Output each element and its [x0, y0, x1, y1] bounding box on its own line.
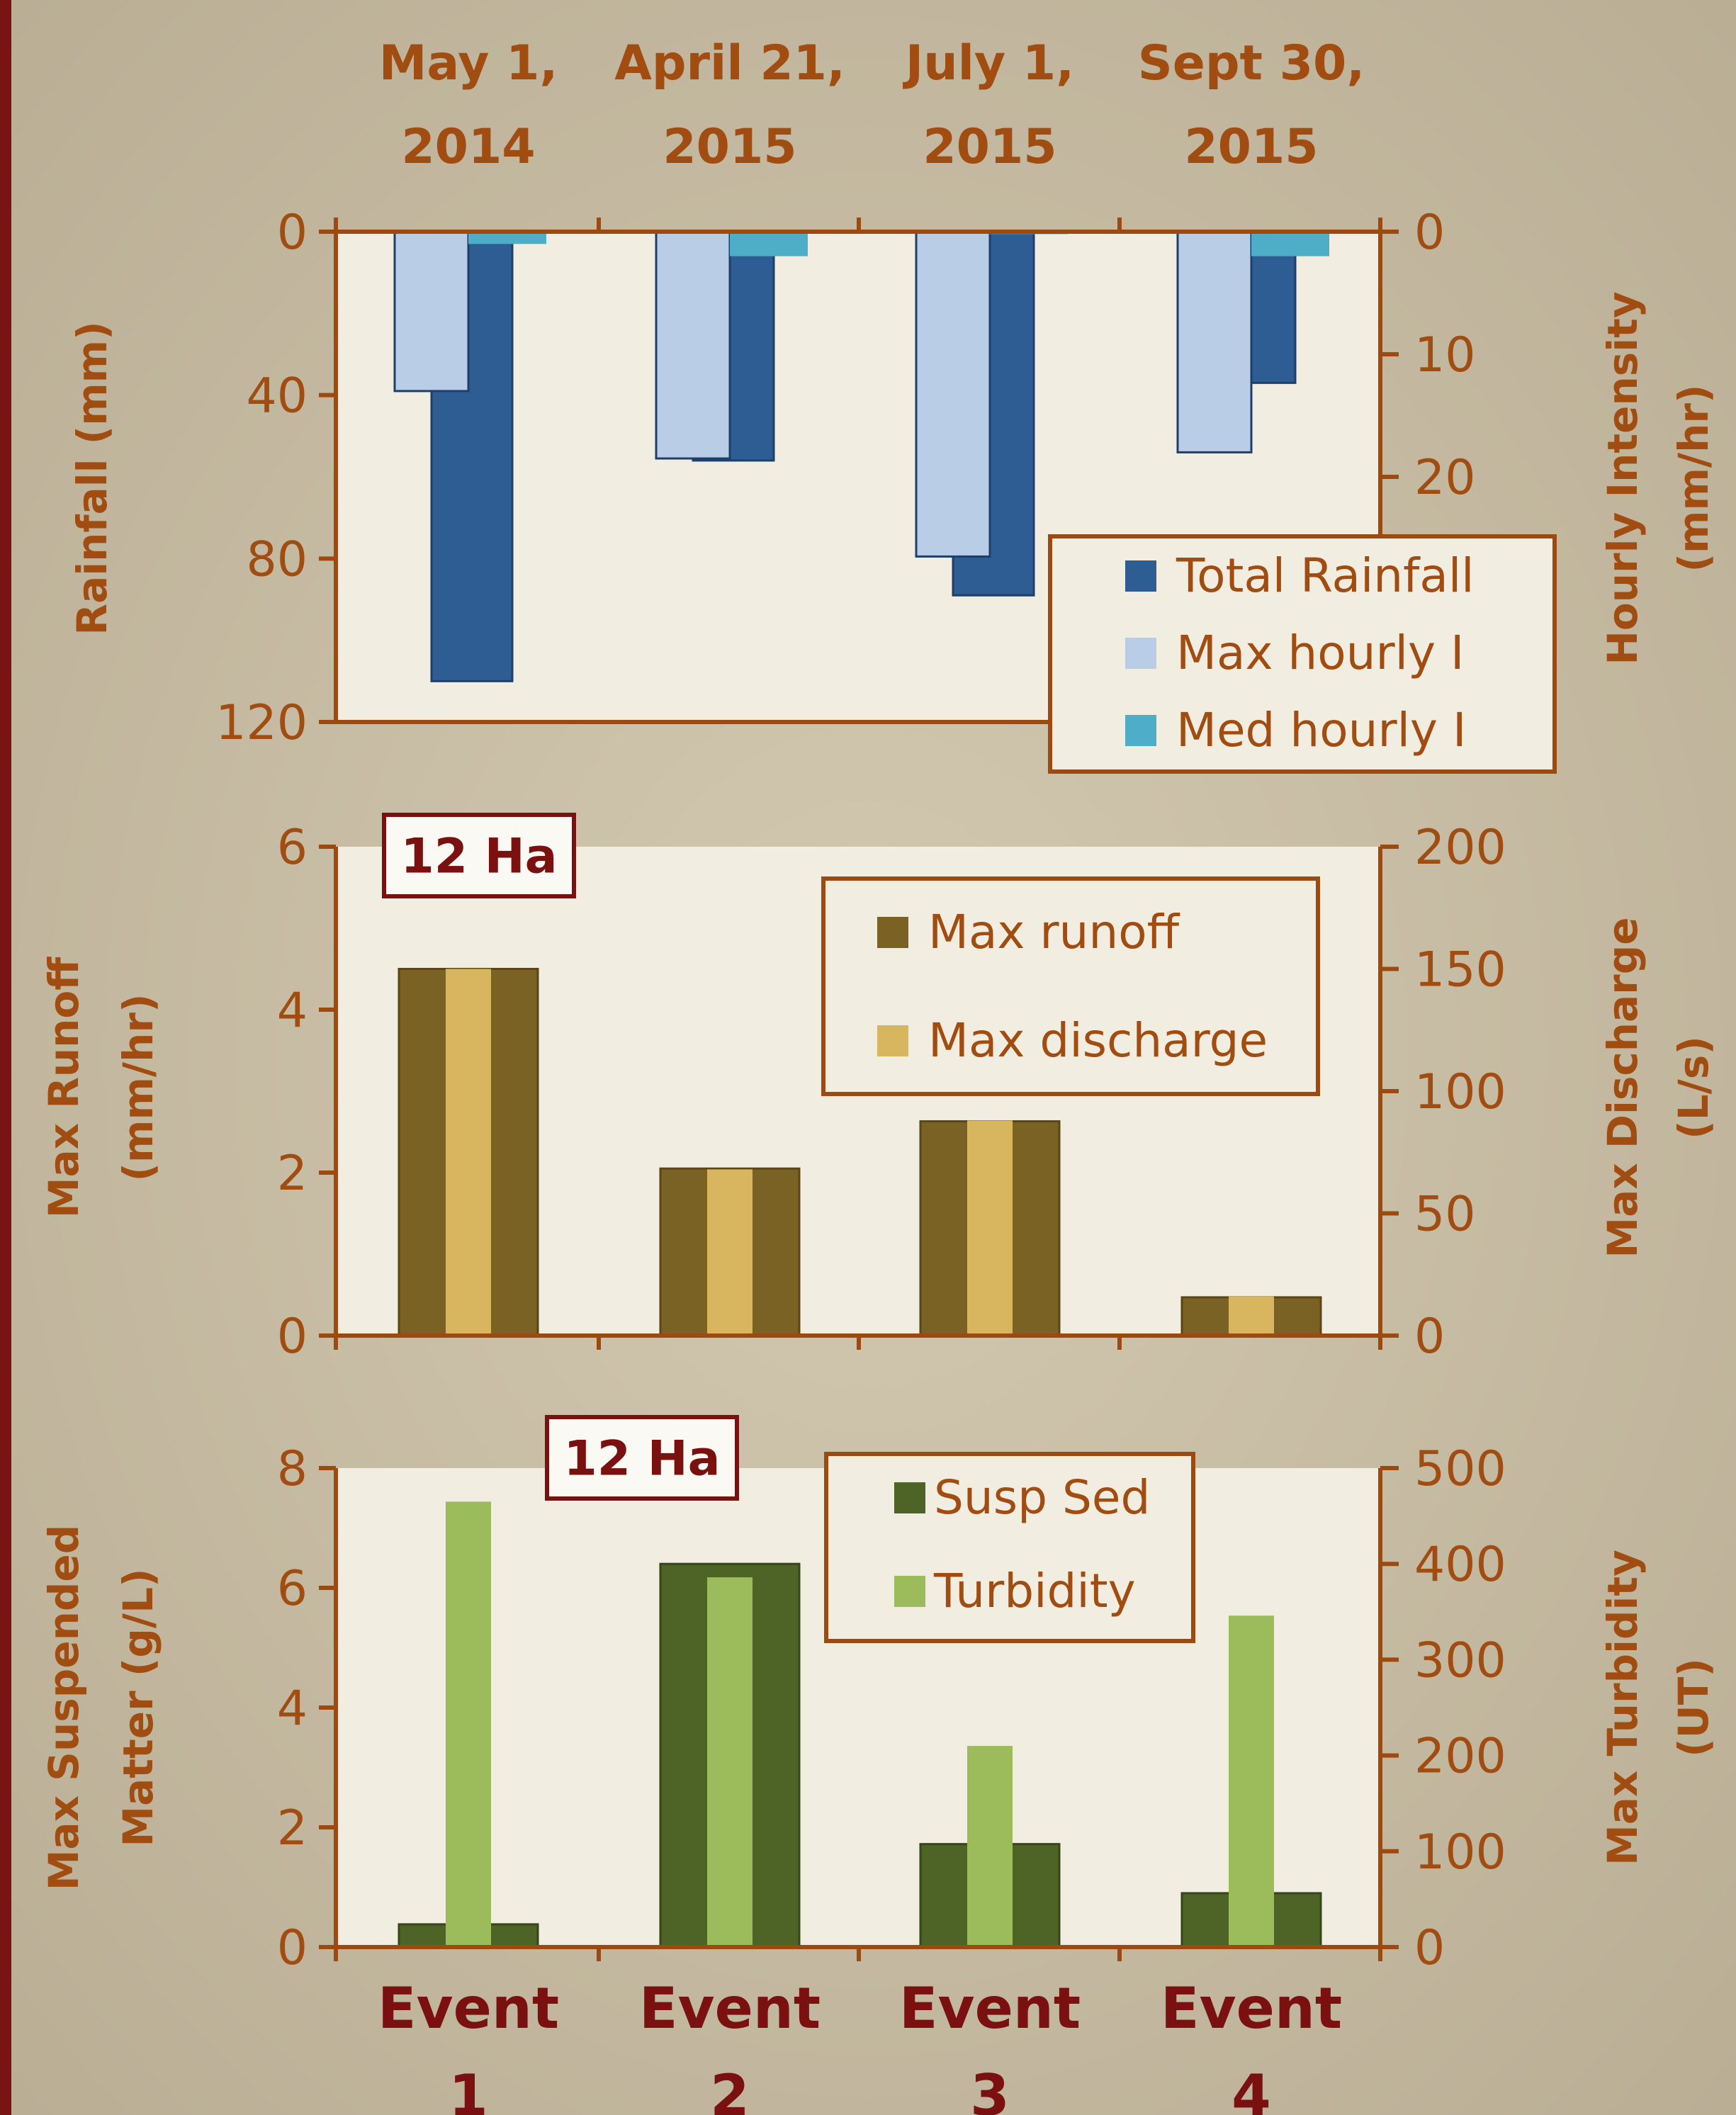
sediment-right-axis-title-line2: (UT)	[1669, 1658, 1718, 1757]
rainfall-right-axis-title-line2: (mm/hr)	[1669, 385, 1718, 573]
med-hourly-intensity-bar	[1251, 232, 1329, 256]
runoff-right-tick-label: 50	[1414, 1187, 1476, 1243]
rainfall-right-tick-label: 10	[1414, 327, 1476, 383]
rainfall-left-tick-label: 0	[277, 205, 308, 261]
max-discharge-bar	[1229, 1296, 1274, 1336]
runoff-right-tick-label: 150	[1414, 942, 1506, 998]
runoff-right-axis-title-line2: (L/s)	[1669, 1036, 1718, 1139]
runoff-legend-swatch	[877, 1025, 908, 1056]
sediment-chart: 0 2 4 6 8 0 100 200 300 400 500 12 Ha Susp Sed Turbid…	[277, 1415, 1506, 1976]
sediment-right-axis-title-line1: Max Turbidity	[1599, 1550, 1647, 1866]
rainfall-right-tick-label: 20	[1414, 450, 1476, 506]
sediment-left-tick-label: 4	[277, 1681, 308, 1737]
runoff-right-axis-title-line1: Max Discharge	[1599, 917, 1647, 1258]
med-hourly-intensity-bar	[730, 232, 808, 256]
runoff-right-tick-label: 0	[1414, 1309, 1445, 1365]
event-label-1-line1: Event	[378, 1975, 559, 2041]
axis-titles: Rainfall (mm) Hourly Intensity (mm/hr) M…	[40, 291, 1718, 1890]
rainfall-left-axis-title: Rainfall (mm)	[68, 321, 116, 635]
event-label-2-line2: 2	[710, 2063, 750, 2115]
left-rule	[0, 0, 11, 2115]
rainfall-left-tick-label: 80	[246, 531, 308, 587]
max-hourly-intensity-bar	[655, 230, 731, 460]
event-label-3-line1: Event	[899, 1975, 1081, 2041]
sediment-right-tick-label: 100	[1414, 1824, 1506, 1880]
rainfall-right-axis-title-line1: Hourly Intensity	[1599, 291, 1647, 665]
rainfall-legend-swatch	[1125, 715, 1156, 746]
event-label-3-line2: 3	[970, 2063, 1010, 2115]
sediment-left-axis-title-line2: Matter (g/L)	[114, 1568, 162, 1846]
runoff-left-tick-label: 6	[277, 820, 308, 876]
runoff-chart: 0 2 4 6 0 50 100 150 200 12 Ha Max runoff Max disch…	[277, 813, 1506, 1365]
event-date-headers: May 1, 2014 April 21, 2015 July 1, 2015 …	[379, 35, 1365, 175]
event-date-2-line1: April 21,	[614, 35, 845, 91]
runoff-legend-label: Max runoff	[928, 905, 1180, 959]
sediment-left-tick-label: 8	[277, 1441, 308, 1497]
sediment-right-tick-label: 300	[1414, 1632, 1506, 1688]
runoff-right-tick-label: 200	[1414, 820, 1506, 876]
med-hourly-intensity-bar	[468, 232, 546, 244]
sediment-right-tick-label: 500	[1414, 1441, 1506, 1497]
runoff-left-tick-label: 4	[277, 983, 308, 1039]
max-discharge-bar	[446, 969, 491, 1336]
runoff-area-annotation: 12 Ha	[400, 829, 557, 885]
event-date-1-line1: May 1,	[379, 35, 558, 91]
event-label-1-line2: 1	[449, 2063, 488, 2115]
runoff-area-annotation-box	[382, 813, 576, 898]
event-labels: Event 1 Event 2 Event 3 Event 4	[378, 1975, 1342, 2115]
event-date-2-line2: 2015	[663, 119, 796, 175]
event-label-2-line1: Event	[639, 1975, 821, 2041]
sediment-legend-label: Turbidity	[933, 1564, 1136, 1618]
sediment-left-axis-title-line1: Max Suspended	[40, 1525, 88, 1891]
runoff-legend-label: Max discharge	[928, 1013, 1268, 1068]
event-label-4-line2: 4	[1231, 2063, 1271, 2115]
rainfall-right-tick-label: 0	[1414, 205, 1445, 261]
sediment-legend-box	[824, 1452, 1195, 1643]
sediment-legend-swatch	[894, 1576, 925, 1607]
runoff-left-tick-label: 2	[277, 1146, 308, 1202]
runoff-legend-swatch	[877, 917, 908, 948]
event-date-4-line1: Sept 30,	[1138, 35, 1365, 91]
turbidity-bar	[446, 1501, 491, 1947]
rainfall-chart: 0 40 80 120 0 10 20 Total Rainfall Max hourly I M…	[215, 205, 1557, 774]
max-hourly-intensity-bar	[1176, 230, 1253, 453]
event-date-3-line1: July 1,	[903, 35, 1074, 91]
event-date-4-line2: 2015	[1184, 119, 1318, 175]
sediment-right-tick-label: 200	[1414, 1729, 1506, 1785]
rainfall-legend-label: Total Rainfall	[1176, 548, 1475, 603]
max-hourly-intensity-bar	[393, 230, 470, 393]
runoff-right-tick-label: 100	[1414, 1064, 1506, 1120]
runoff-legend-box	[821, 876, 1320, 1096]
sediment-right-tick-label: 0	[1414, 1920, 1445, 1976]
turbidity-bar	[1229, 1615, 1274, 1947]
rainfall-legend-swatch	[1125, 638, 1156, 669]
max-discharge-bar	[707, 1169, 753, 1336]
rainfall-left-tick-label: 120	[215, 695, 308, 751]
sediment-left-tick-label: 2	[277, 1800, 308, 1856]
turbidity-bar	[707, 1577, 753, 1947]
event-date-1-line2: 2014	[401, 119, 535, 175]
turbidity-bar	[967, 1746, 1013, 1947]
sediment-left-tick-label: 6	[277, 1561, 308, 1617]
sediment-left-tick-label: 0	[277, 1920, 308, 1976]
runoff-left-tick-label: 0	[277, 1309, 308, 1365]
rainfall-left-tick-label: 40	[246, 368, 308, 424]
event-label-4-line1: Event	[1161, 1975, 1342, 2041]
rainfall-legend-swatch	[1125, 560, 1156, 592]
sediment-area-annotation: 12 Ha	[563, 1431, 720, 1487]
max-hourly-intensity-bar	[915, 230, 991, 558]
sediment-right-tick-label: 400	[1414, 1537, 1506, 1593]
rainfall-legend-label: Max hourly I	[1176, 626, 1464, 680]
sediment-legend-swatch	[894, 1482, 925, 1513]
max-discharge-bar	[967, 1120, 1013, 1336]
rainfall-legend-label: Med hourly I	[1176, 703, 1466, 757]
event-date-3-line2: 2015	[923, 119, 1056, 175]
runoff-left-axis-title-line2: (mm/hr)	[114, 994, 162, 1182]
sediment-area-annotation-box	[545, 1415, 739, 1501]
runoff-left-axis-title-line1: Max Runoff	[40, 957, 88, 1219]
sediment-legend-label: Susp Sed	[934, 1470, 1150, 1525]
